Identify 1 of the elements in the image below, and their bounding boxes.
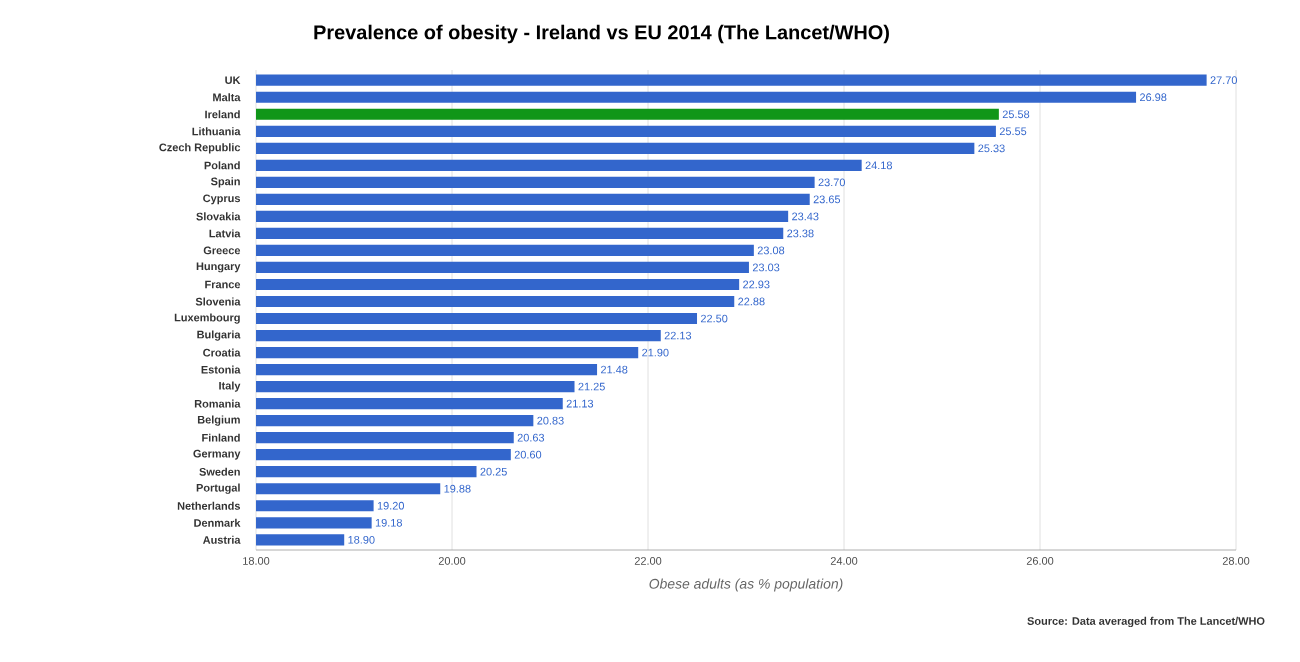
chart-title: Prevalence of obesity - Ireland vs EU 2014 (The Lancet/WHO) bbox=[314, 24, 889, 44]
